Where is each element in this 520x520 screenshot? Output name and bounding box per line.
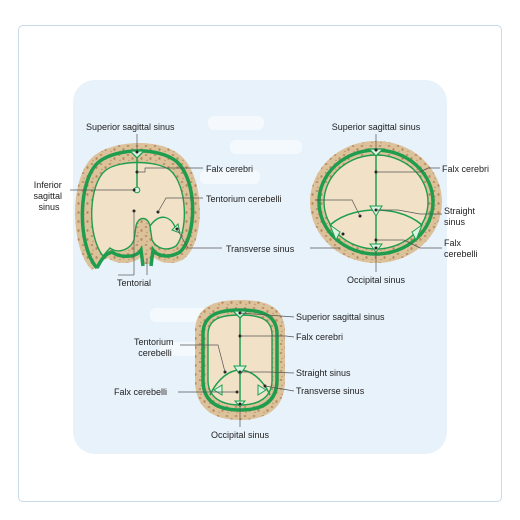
- dura-mater-3: [201, 308, 279, 412]
- transverse-sinus-left-3: [213, 384, 223, 396]
- label-tentorium-cerebelli-3: Tentorium cerebelli: [134, 337, 176, 358]
- panel-highlights: [150, 116, 302, 356]
- label-superior-sagittal-sinus-1: Superior sagittal sinus: [86, 122, 175, 132]
- marker-dots-1: [132, 150, 179, 231]
- label-tentorium-cerebelli-1: Tentorium cerebelli: [206, 194, 282, 204]
- diagram-3-horizontal-section: Superior sagittal sinus Falx cerebri Ten…: [114, 300, 385, 440]
- transverse-sinus-right-3: [257, 384, 267, 396]
- leader-lines-2: [310, 134, 442, 272]
- transverse-sinus-right-2: [411, 223, 424, 242]
- transverse-sinus-left-2: [328, 223, 341, 242]
- leader-lines-1: [70, 134, 222, 276]
- label-tentorial-1: Tentorial: [117, 278, 151, 288]
- label-transverse-sinus-3: Transverse sinus: [296, 386, 365, 396]
- label-falx-cerebri-1: Falx cerebri: [206, 164, 253, 174]
- label-transverse-sinus-1: Transverse sinus: [226, 244, 295, 254]
- label-falx-cerebri-3: Falx cerebri: [296, 332, 343, 342]
- label-falx-cerebri-2: Falx cerebri: [442, 164, 489, 174]
- label-occipital-sinus-2: Occipital sinus: [347, 275, 406, 285]
- label-falx-cerebelli-3: Falx cerebelli: [114, 387, 167, 397]
- label-occipital-sinus-3: Occipital sinus: [211, 430, 270, 440]
- label-falx-cerebelli-2: Falx cerebelli: [444, 238, 478, 259]
- label-straight-sinus-3: Straight sinus: [296, 368, 351, 378]
- diagram-2-posterior-coronal-section: Superior sagittal sinus Falx cerebri Str…: [310, 122, 489, 285]
- diagram-1-coronal-section: Superior sagittal sinus Falx cerebri Inf…: [33, 122, 294, 288]
- label-straight-sinus-2: Straight sinus: [444, 206, 478, 227]
- marker-dots-2: [341, 148, 378, 250]
- brain-1: [91, 161, 185, 258]
- leader-lines-3: [178, 312, 295, 427]
- label-superior-sagittal-sinus-3: Superior sagittal sinus: [296, 312, 385, 322]
- label-superior-sagittal-sinus-2: Superior sagittal sinus: [332, 122, 421, 132]
- dura-mater-1: [80, 149, 195, 270]
- label-inferior-sagittal-sinus-1: Inferior sagittal sinus: [33, 180, 64, 212]
